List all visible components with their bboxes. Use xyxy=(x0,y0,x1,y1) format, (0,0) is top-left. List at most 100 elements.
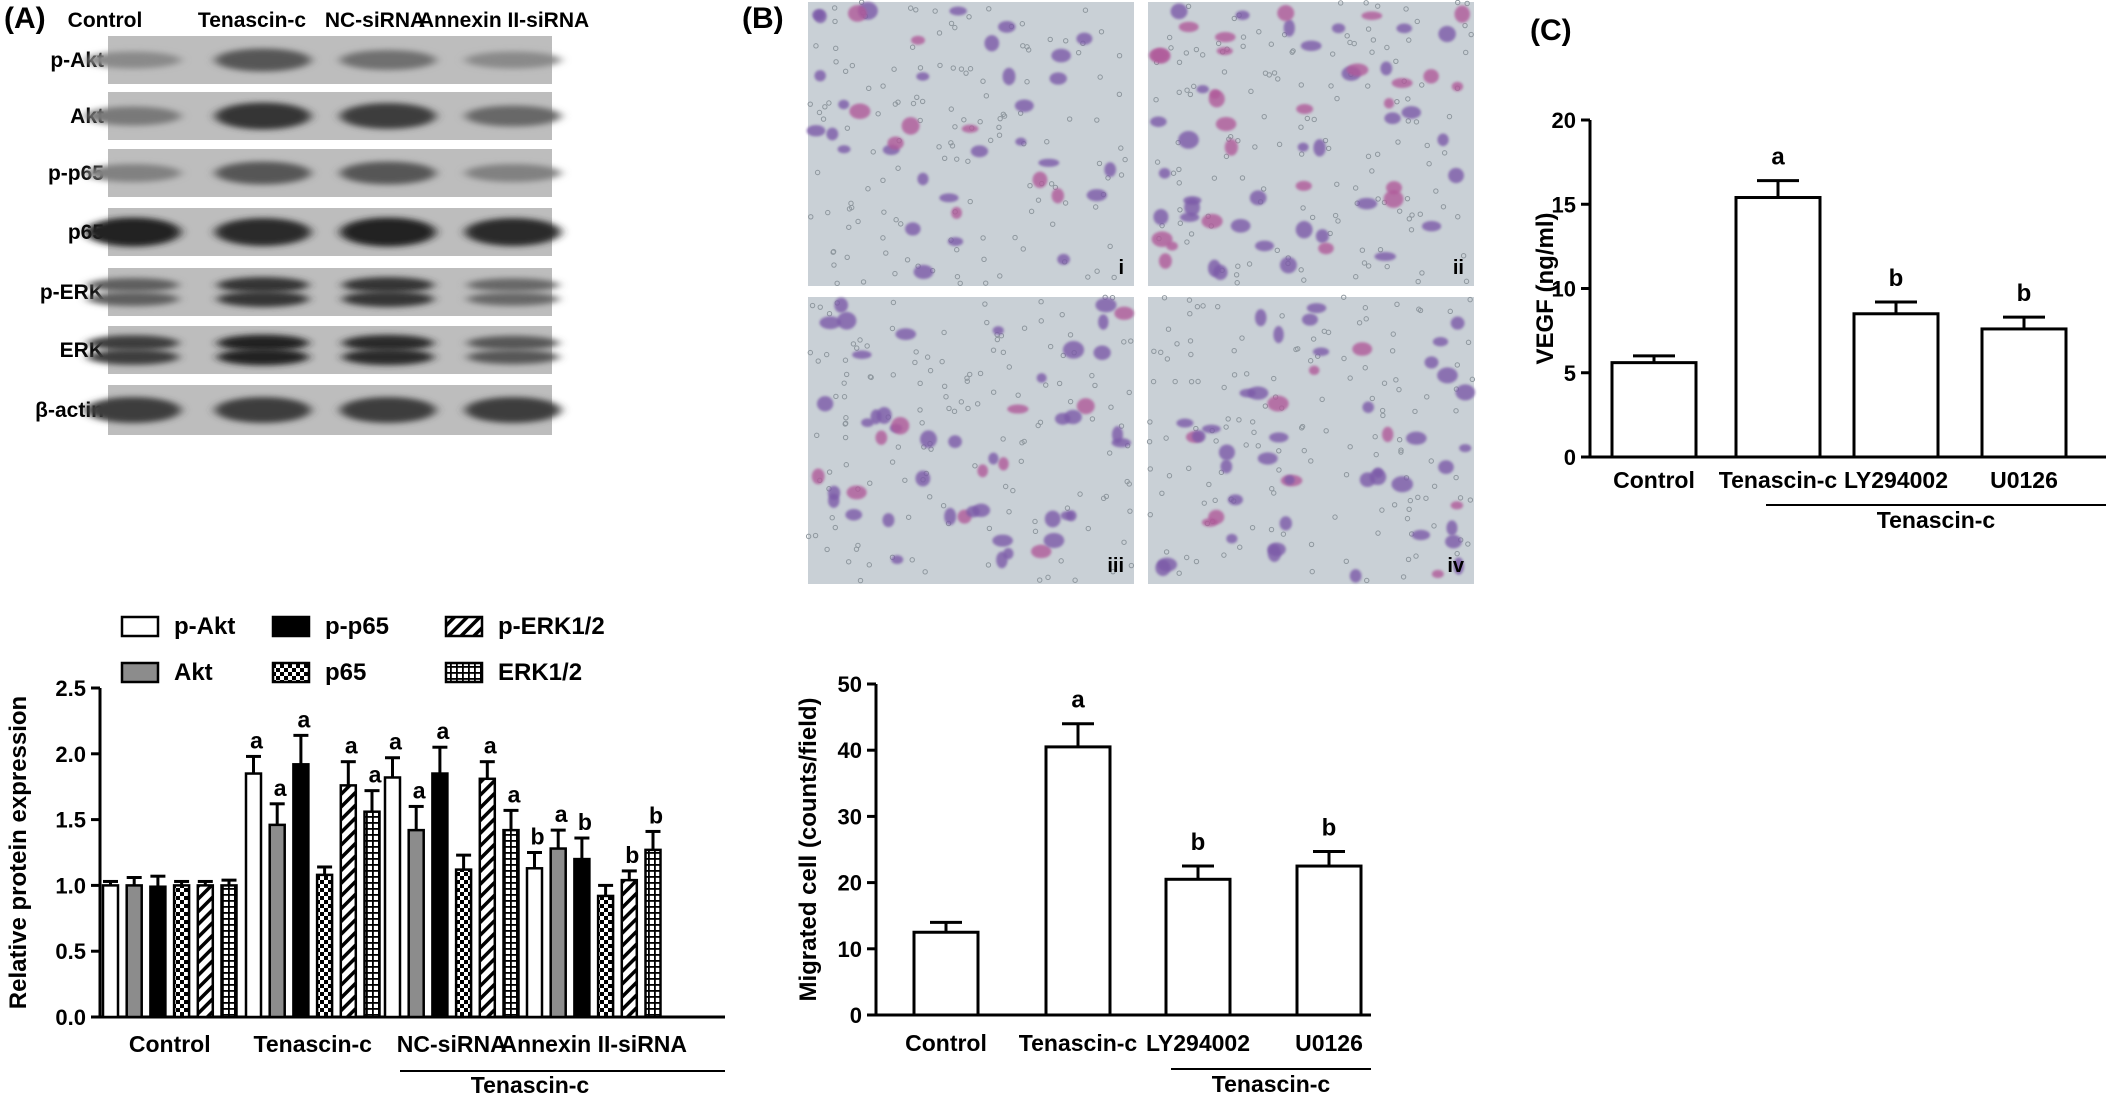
membrane-pore xyxy=(1118,423,1125,429)
blot-band xyxy=(340,397,436,423)
membrane-pore xyxy=(1002,483,1009,490)
stained-cell xyxy=(1166,241,1178,251)
membrane-pore xyxy=(1110,568,1116,575)
membrane-pore xyxy=(1176,570,1182,576)
membrane-pore xyxy=(1163,549,1170,555)
membrane-pore xyxy=(817,304,823,310)
membrane-pore xyxy=(946,405,952,412)
membrane-pore xyxy=(1369,168,1375,174)
membrane-pore xyxy=(1309,214,1316,221)
stained-cell xyxy=(1438,460,1454,475)
membrane-pore xyxy=(1395,139,1401,145)
membrane-pore xyxy=(932,8,938,14)
membrane-pore xyxy=(1332,212,1339,219)
membrane-pore xyxy=(834,280,840,287)
blot-band xyxy=(465,164,561,182)
membrane-pore xyxy=(1454,362,1461,368)
stained-cell xyxy=(895,328,917,341)
stained-cell xyxy=(1423,69,1439,84)
membrane-pore xyxy=(1045,574,1051,581)
stained-cell xyxy=(1446,520,1458,536)
y-tick-label: 10 xyxy=(1552,277,1576,302)
membrane-pore xyxy=(842,68,849,74)
micrograph-tile: iv xyxy=(1146,294,1476,584)
membrane-pore xyxy=(1290,48,1296,54)
bar xyxy=(502,828,520,1019)
membrane-pore xyxy=(941,329,947,336)
stained-cell xyxy=(1249,190,1267,206)
membrane-pore xyxy=(997,273,1003,279)
membrane-pore xyxy=(1337,0,1344,6)
stained-cell xyxy=(1201,213,1223,229)
membrane-pore xyxy=(1035,197,1042,203)
membrane-pore xyxy=(1266,72,1272,78)
membrane-pore xyxy=(1225,416,1231,422)
chart-a-protein-expression: 0.0 0.5 1.0 1.5 2.0 2.5 Relative protein expre… xyxy=(5,613,725,1093)
membrane-pore xyxy=(1183,554,1190,561)
membrane-pore xyxy=(830,249,836,255)
blot-band xyxy=(215,218,311,246)
legend-swatch xyxy=(271,615,311,638)
membrane-pore xyxy=(1239,335,1245,341)
stained-cell xyxy=(966,506,980,518)
membrane-pore xyxy=(1089,416,1096,422)
blot-band xyxy=(87,335,179,351)
membrane-pore xyxy=(1375,530,1381,536)
stained-cell xyxy=(944,507,957,526)
stained-cell xyxy=(816,396,834,412)
membrane-pore xyxy=(1193,46,1200,53)
membrane-pore xyxy=(1106,450,1113,456)
membrane-pore xyxy=(1176,180,1182,186)
membrane-pore xyxy=(823,351,830,358)
stained-cell xyxy=(1051,188,1065,204)
bar xyxy=(644,848,662,1019)
bar xyxy=(220,884,238,1019)
membrane-pore xyxy=(1384,263,1390,270)
y-tick-label: 20 xyxy=(1552,108,1576,133)
lane-label: Annexin II-siRNA xyxy=(419,9,589,32)
micrograph-tile: iii xyxy=(805,294,1135,584)
significance-label: a xyxy=(345,733,358,759)
membrane-pore xyxy=(1380,412,1386,419)
membrane-pore xyxy=(1328,83,1334,89)
membrane-pore xyxy=(831,262,837,268)
membrane-pore xyxy=(1096,160,1103,167)
membrane-pore xyxy=(1032,528,1039,535)
membrane-pore xyxy=(1193,558,1200,565)
membrane-pore xyxy=(1408,227,1415,233)
membrane-pore xyxy=(842,357,849,363)
membrane-pore xyxy=(1298,151,1305,157)
stained-cell xyxy=(1308,365,1320,376)
membrane-pore xyxy=(1063,38,1069,44)
stained-cell xyxy=(1362,401,1375,413)
chart-c-vegf: 0 5 10 15 20 VEGF (ng/ml) Control a Tenascin-c b L… xyxy=(1532,108,2106,533)
stained-cell xyxy=(1076,32,1093,45)
membrane-pore xyxy=(815,358,821,364)
stained-cell xyxy=(814,70,826,82)
membrane-pore xyxy=(936,30,943,36)
blot-band xyxy=(340,217,436,247)
stained-cell xyxy=(882,513,895,528)
y-axis-label: Migrated cell (counts/field) xyxy=(795,697,822,1001)
membrane-pore xyxy=(893,217,899,223)
membrane-pore xyxy=(1215,40,1222,47)
membrane-pore xyxy=(1000,111,1007,117)
stained-cell xyxy=(1349,569,1362,583)
stained-cell xyxy=(1318,242,1334,255)
membrane-pore xyxy=(1298,82,1304,88)
membrane-pore xyxy=(1116,53,1123,59)
membrane-pore xyxy=(1398,447,1404,453)
membrane-pore xyxy=(1364,577,1370,584)
membrane-pore xyxy=(1304,115,1311,122)
stained-cell xyxy=(861,418,874,427)
membrane-pore xyxy=(826,469,833,475)
stained-cell xyxy=(1178,130,1199,149)
membrane-pore xyxy=(961,117,967,123)
membrane-pore xyxy=(1059,311,1065,318)
panel-label-a: (A) xyxy=(4,2,46,35)
stained-cell xyxy=(905,222,921,236)
membrane-pore xyxy=(1271,375,1277,382)
stained-cell xyxy=(1267,395,1289,412)
blot-band xyxy=(217,334,309,352)
membrane-pore xyxy=(1298,267,1304,273)
